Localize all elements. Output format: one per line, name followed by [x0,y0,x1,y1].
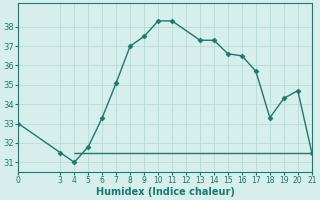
X-axis label: Humidex (Indice chaleur): Humidex (Indice chaleur) [96,187,235,197]
